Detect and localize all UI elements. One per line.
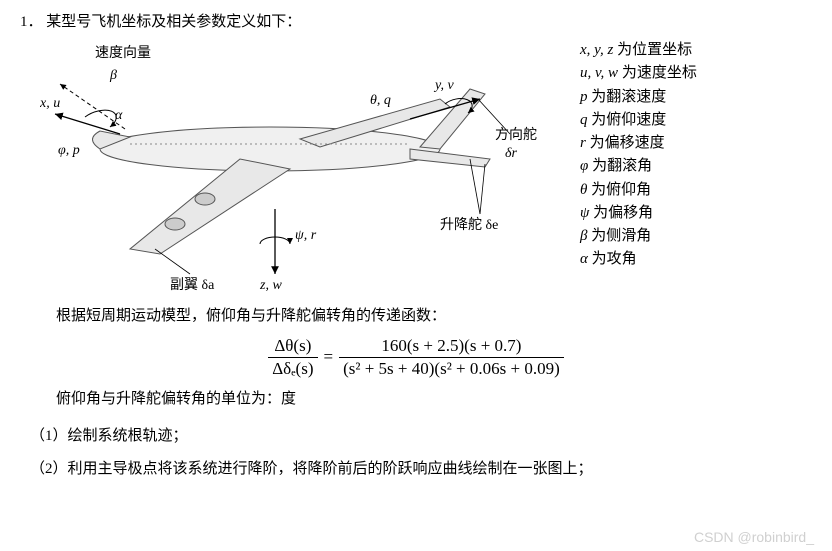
- intro-text: 根据短周期运动模型，俯仰角与升降舵偏转角的传递函数：: [56, 304, 812, 330]
- rhs-numerator: 160(s + 2.5)(s + 0.7): [377, 336, 525, 356]
- label-phi-p: φ, p: [58, 143, 80, 158]
- equals-sign: =: [318, 347, 340, 367]
- label-elevator: 升降舵 δe: [440, 217, 498, 233]
- aircraft-diagram: 速度向量 β x, u α φ, p θ, q y, v 方向舵 δr ψ, r…: [40, 39, 550, 294]
- fraction-bar: [268, 357, 317, 358]
- label-theta-q: θ, q: [370, 93, 391, 108]
- transfer-function-formula: Δθ(s) Δδₑ(s) = 160(s + 2.5)(s + 0.7) (s²…: [20, 336, 812, 379]
- label-delta-r: δr: [505, 146, 518, 161]
- fraction-bar: [339, 357, 564, 358]
- problem-number: 1．: [20, 14, 43, 30]
- legend-item: u, v, w 为速度坐标: [580, 62, 697, 85]
- problem-heading: 1． 某型号飞机坐标及相关参数定义如下：: [20, 10, 812, 31]
- unit-text: 俯仰角与升降舵偏转角的单位为：度: [56, 387, 812, 413]
- question-2: （2）利用主导极点将该系统进行降阶，将降阶前后的阶跃响应曲线绘制在一张图上；: [30, 457, 812, 478]
- label-xu: x, u: [40, 96, 60, 111]
- label-beta: β: [109, 68, 117, 83]
- legend-item: β 为侧滑角: [580, 225, 697, 248]
- legend-item: q 为俯仰速度: [580, 109, 697, 132]
- label-yv: y, v: [433, 78, 454, 93]
- legend-item: r 为偏移速度: [580, 132, 697, 155]
- question-1: （1）绘制系统根轨迹；: [30, 424, 812, 445]
- watermark: CSDN @robinbird_: [694, 529, 814, 545]
- legend: x, y, z 为位置坐标 u, v, w 为速度坐标 p 为翻滚速度 q 为俯…: [580, 39, 697, 272]
- label-psi-r: ψ, r: [295, 228, 317, 243]
- legend-item: x, y, z 为位置坐标: [580, 39, 697, 62]
- legend-item: p 为翻滚速度: [580, 86, 697, 109]
- label-alpha: α: [115, 108, 123, 123]
- label-aileron: 副翼 δa: [170, 277, 215, 293]
- figure-row: 速度向量 β x, u α φ, p θ, q y, v 方向舵 δr ψ, r…: [40, 39, 812, 294]
- problem-title: 某型号飞机坐标及相关参数定义如下：: [46, 14, 301, 30]
- label-rudder: 方向舵: [495, 127, 537, 143]
- lhs-numerator: Δθ(s): [270, 336, 315, 356]
- legend-item: α 为攻角: [580, 248, 697, 271]
- label-zw: z, w: [259, 278, 282, 293]
- legend-item: θ 为俯仰角: [580, 179, 697, 202]
- rhs-denominator: (s² + 5s + 40)(s² + 0.06s + 0.09): [339, 359, 564, 379]
- label-velocity-vector: 速度向量: [95, 45, 151, 61]
- legend-item: φ 为翻滚角: [580, 155, 697, 178]
- formula-lhs: Δθ(s) Δδₑ(s): [268, 336, 317, 379]
- lhs-denominator: Δδₑ(s): [268, 359, 317, 379]
- legend-item: ψ 为偏移角: [580, 202, 697, 225]
- formula-rhs: 160(s + 2.5)(s + 0.7) (s² + 5s + 40)(s² …: [339, 336, 564, 379]
